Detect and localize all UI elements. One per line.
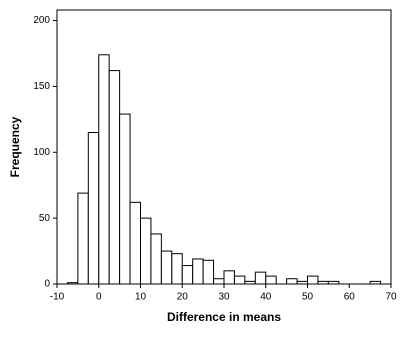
- bar: [66, 282, 79, 285]
- y-tick-label: 0: [44, 279, 50, 290]
- bar: [244, 280, 256, 285]
- bar: [327, 280, 340, 285]
- bar: [213, 278, 225, 285]
- bar: [317, 280, 329, 285]
- bar: [87, 132, 100, 285]
- bar: [119, 113, 131, 285]
- bar: [286, 278, 298, 285]
- y-tick-label: 150: [33, 81, 50, 92]
- bar: [108, 70, 121, 285]
- bar: [150, 233, 162, 285]
- x-tick-label: 10: [135, 292, 147, 303]
- bar: [296, 280, 308, 285]
- x-tick-label: 30: [218, 292, 230, 303]
- x-tick-label: -10: [50, 292, 65, 303]
- bar: [369, 280, 382, 285]
- x-axis-title: Difference in means: [167, 310, 281, 324]
- bar: [254, 271, 267, 285]
- x-tick-label: 20: [177, 292, 189, 303]
- y-tick-label: 50: [39, 213, 51, 224]
- bar: [98, 54, 110, 285]
- x-tick-label: 60: [344, 292, 356, 303]
- bar: [192, 258, 204, 285]
- x-tick-label: 40: [260, 292, 272, 303]
- bar: [160, 250, 173, 285]
- bar: [223, 270, 235, 285]
- y-tick-label: 100: [33, 147, 50, 158]
- bar: [140, 217, 152, 285]
- bar: [202, 259, 215, 285]
- x-tick-label: 0: [96, 292, 102, 303]
- bar: [307, 275, 319, 285]
- x-tick-label: 50: [302, 292, 314, 303]
- bar: [129, 201, 141, 285]
- y-axis-title: Frequency: [8, 116, 22, 177]
- bar: [77, 192, 89, 285]
- bar: [233, 275, 246, 285]
- y-tick-label: 200: [33, 15, 50, 26]
- bar: [265, 275, 277, 285]
- bar: [171, 253, 183, 285]
- x-tick-label: 70: [385, 292, 397, 303]
- bar: [181, 265, 194, 285]
